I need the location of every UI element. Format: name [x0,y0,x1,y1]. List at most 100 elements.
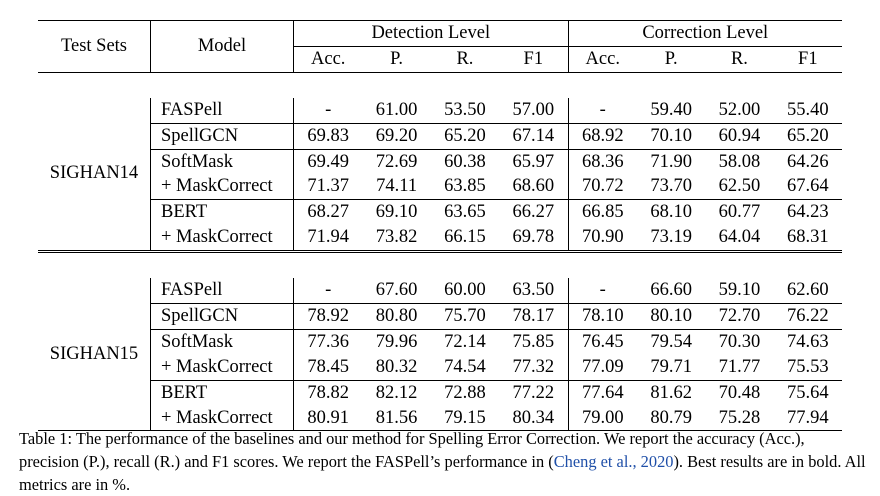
header-metric-det-3: F1 [499,45,569,73]
metric-cell: 74.54 [444,356,486,377]
header-detection-level: Detection Level [293,20,569,47]
metric-cell: 71.90 [636,148,706,175]
metric-cell: 80.80 [362,302,431,330]
header-metric-cor-2: R. [705,45,774,73]
metric-cell: 70.48 [705,379,774,406]
metric-cell: 79.71 [650,356,692,377]
table-row: SIGHAN14 FASPell - 61.00 53.50 57.00 - 59.40 52.… [38,97,842,252]
citation-link[interactable]: Cheng et al., 2020 [553,452,674,471]
metric-cell: 63.85 [444,176,486,197]
metric-cell: 62.50 [718,176,761,197]
table-row: + MaskCorrect 78.45 80.32 74.54 77.32 77.09 79… [38,354,842,381]
metric-cell: 81.56 [362,405,431,432]
metric-cell: 70.30 [705,328,774,355]
model-name: + MaskCorrect [150,354,294,381]
metric-cell: 59.40 [650,99,692,120]
metric-cell: 80.34 [499,405,569,432]
metric-cell: 80.32 [375,356,418,377]
metric-cell: 67.64 [786,176,829,197]
table-row: + MaskCorrect 80.91 81.56 79.15 80.34 79.00 80… [38,405,842,432]
header-correction-level: Correction Level [568,20,842,47]
header-row-metrics: Acc. P. R. F1 Acc. P. R. F1 [38,45,842,73]
metric-cell: 72.69 [362,148,431,175]
header-metric-det-0: Acc. [293,45,363,73]
metric-cell: 73.82 [375,227,418,248]
header-metric-cor-1: P. [636,45,706,73]
model-name: SpellGCN [150,122,294,150]
metric-cell: 74.63 [773,328,842,355]
metric-cell: 77.32 [499,354,569,381]
metric-cell: 67.14 [499,122,569,150]
group-rule [38,250,842,279]
metric-cell: 61.00 [375,99,418,120]
metric-cell: 68.60 [499,174,569,200]
table-row: + MaskCorrect 71.94 73.82 66.15 69.78 70.90 73… [38,225,842,252]
metric-cell: 67.60 [375,280,418,301]
table-row: SpellGCN 78.92 80.80 75.70 78.17 78.10 80.10 72… [38,302,842,330]
metric-cell: 68.36 [568,148,637,175]
metric-cell: 69.78 [499,225,569,252]
metric-cell: 69.83 [293,122,363,150]
metric-cell: 77.36 [293,328,363,355]
model-name: + MaskCorrect [150,405,294,432]
metric-cell: 68.31 [786,227,829,248]
metric-cell: 78.10 [568,302,637,330]
metric-cell: 66.60 [650,280,692,301]
metric-cell: 76.22 [773,302,842,330]
model-name: BERT [150,379,294,406]
metric-cell: 77.64 [568,379,637,406]
metric-cell: 63.65 [430,199,500,226]
metric-cell: 79.15 [430,405,500,432]
header-metric-det-1: P. [362,45,431,73]
metric-cell: 78.17 [499,302,569,330]
table-row: SoftMask 77.36 79.96 72.14 75.85 76.45 79.54 70… [38,328,842,355]
metric-cell: 71.37 [307,176,350,197]
metric-cell: 68.27 [293,199,363,226]
metric-cell: 79.54 [636,328,706,355]
metric-cell: 66.27 [499,199,569,226]
metric-cell: 75.70 [430,302,500,330]
model-name: + MaskCorrect [150,174,294,200]
metric-cell: 52.00 [718,99,761,120]
metric-cell: 69.20 [362,122,431,150]
model-name: SoftMask [150,148,294,175]
metric-cell: 80.79 [636,405,706,432]
model-name: BERT [150,199,294,226]
metric-cell: 65.20 [430,122,500,150]
metric-cell: 73.70 [650,176,692,197]
metric-cell: 75.53 [786,356,829,377]
table-row: BERT 68.27 69.10 63.65 66.27 66.85 68.10 60.77 6… [38,199,842,226]
metric-cell: 58.08 [705,148,774,175]
metric-cell: 65.20 [773,122,842,150]
header-test-sets: Test Sets [38,20,151,73]
metric-cell: 82.12 [362,379,431,406]
metric-cell: 75.85 [499,328,569,355]
table-row: SoftMask 69.49 72.69 60.38 65.97 68.36 71.90 58… [38,148,842,175]
model-name: SpellGCN [150,302,294,330]
metric-cell: 66.15 [444,227,486,248]
metric-cell: 72.14 [430,328,500,355]
metric-cell: 78.82 [293,379,363,406]
metric-cell: 73.19 [650,227,692,248]
metric-cell: 70.72 [581,176,624,197]
metric-cell: 74.11 [376,176,418,197]
header-model: Model [150,20,294,73]
metric-cell: 68.10 [636,199,706,226]
metric-cell: - [599,99,606,120]
metric-cell: 69.49 [293,148,363,175]
header-metric-cor-3: F1 [773,45,842,73]
metric-cell: 66.85 [568,199,637,226]
table-body: SIGHAN14 FASPell -61.00 53.50 57.00-59.40 52.… [38,71,842,432]
table-caption: Table 1: The performance of the baseline… [19,427,867,496]
metric-cell: 79.96 [362,328,431,355]
metric-cell: 64.04 [718,227,761,248]
metric-cell: 60.00 [444,280,486,301]
group-rule [38,71,842,98]
metric-cell: 70.10 [636,122,706,150]
metric-cell: 72.70 [705,302,774,330]
metric-cell: 53.50 [444,99,486,120]
metric-cell: 78.45 [307,356,350,377]
metric-cell: 60.94 [705,122,774,150]
metric-cell: 72.88 [430,379,500,406]
